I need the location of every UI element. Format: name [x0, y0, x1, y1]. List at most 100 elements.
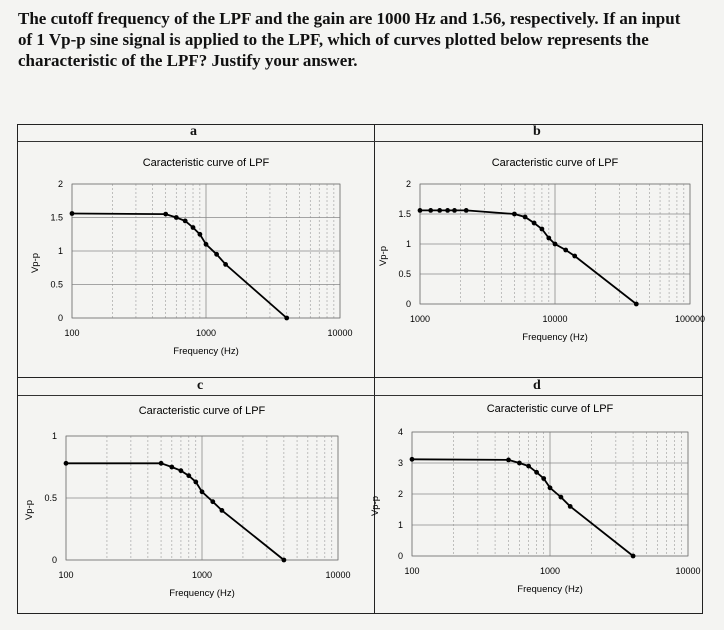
data-point	[541, 476, 547, 481]
x-tick-label: 1000	[196, 328, 216, 338]
data-point	[531, 220, 537, 226]
y-axis-label: Vp-p	[370, 496, 381, 516]
chart-c: Caracteristic curve of LPF 0 0.5 1 100 1000 10…	[24, 405, 351, 599]
y-tick-label: 2	[58, 179, 63, 189]
data-point	[223, 262, 229, 267]
x-tick-label: 10000	[675, 566, 700, 576]
data-point	[428, 208, 434, 213]
y-axis-label: Vp-p	[24, 500, 35, 520]
chart-a: Caracteristic curve of LPF 0 0.5 1 1.5 2 100 10…	[30, 157, 353, 357]
data-point	[517, 460, 522, 466]
x-tick-label: 1000	[410, 314, 430, 324]
data-point	[281, 557, 287, 563]
x-tick-label: 100	[404, 566, 419, 576]
data-point	[190, 225, 196, 230]
x-axis-label: Frequency (Hz)	[517, 584, 582, 595]
x-axis-label: Frequency (Hz)	[173, 346, 238, 357]
series-line	[71, 212, 288, 319]
plot-frame	[411, 431, 689, 557]
x-tick-label: 10000	[325, 570, 350, 580]
chart-title: Caracteristic curve of LPF	[143, 157, 270, 169]
chart-d: Caracteristic curve of LPF 0 1 2 3 4 100 1000 10…	[370, 403, 701, 595]
series-line	[411, 458, 634, 557]
data-point	[563, 247, 569, 253]
plot-frame	[71, 183, 341, 319]
y-tick-label: 0.5	[44, 493, 57, 503]
y-tick-label: 1.5	[398, 209, 411, 219]
panel-label-c: c	[197, 378, 204, 393]
data-point	[522, 214, 528, 220]
y-tick-label: 2	[406, 179, 411, 189]
question-line-2: of 1 Vp-p sine signal is applied to the …	[18, 30, 649, 49]
data-point	[203, 241, 209, 247]
data-point	[178, 468, 184, 474]
data-point	[546, 235, 552, 241]
x-tick-label: 100	[58, 570, 73, 580]
table-divider-middle	[18, 377, 702, 378]
y-tick-label: 0	[52, 555, 57, 565]
data-point	[567, 504, 573, 509]
question-line-1: The cutoff frequency of the LPF and the …	[18, 9, 681, 28]
x-axis-label: Frequency (Hz)	[522, 332, 587, 343]
series-line	[66, 462, 285, 561]
data-point	[463, 208, 469, 213]
data-point	[526, 463, 531, 469]
data-point	[437, 208, 443, 213]
y-tick-label: 1.5	[50, 213, 63, 223]
y-tick-label: 0	[406, 299, 411, 309]
y-tick-label: 0	[398, 551, 403, 561]
charts-table: a b c d	[17, 124, 703, 614]
series-line	[420, 209, 637, 305]
x-tick-label: 1000	[192, 570, 212, 580]
y-axis-label: Vp-p	[30, 253, 41, 273]
y-axis-label: Vp-p	[378, 246, 389, 266]
x-tick-label: 100	[64, 328, 79, 338]
question-text: The cutoff frequency of the LPF and the …	[18, 8, 708, 71]
data-point	[163, 211, 169, 217]
x-tick-label: 100000	[675, 314, 705, 324]
plot-frame	[419, 183, 691, 305]
data-point	[173, 215, 179, 220]
chart-title: Caracteristic curve of LPF	[487, 403, 614, 415]
data-point	[182, 218, 188, 224]
y-tick-label: 1	[58, 246, 63, 256]
table-divider-vertical	[374, 125, 375, 613]
chart-b: Caracteristic curve of LPF 0 0.5 1 1.5 2 1000 1…	[378, 157, 705, 343]
data-point	[512, 211, 517, 217]
data-point	[572, 253, 578, 259]
y-tick-label: 1	[406, 239, 411, 249]
plot-frame	[65, 435, 339, 561]
data-point	[547, 485, 553, 491]
y-tick-label: 0.5	[50, 280, 63, 290]
data-point	[186, 473, 192, 479]
data-point	[630, 553, 636, 559]
data-point	[534, 469, 539, 475]
data-point	[506, 457, 511, 463]
data-point	[284, 315, 290, 321]
data-point	[158, 460, 164, 466]
x-axis-label: Frequency (Hz)	[169, 588, 234, 599]
data-point	[63, 460, 69, 466]
question-line-3: characteristic of the LPF? Justify your …	[18, 51, 358, 70]
data-point	[197, 231, 203, 237]
data-point	[633, 301, 639, 307]
table-divider-top	[18, 141, 702, 142]
y-tick-label: 0	[58, 313, 63, 323]
data-point	[409, 456, 415, 462]
panel-label-d: d	[533, 378, 541, 393]
chart-title: Caracteristic curve of LPF	[492, 157, 619, 169]
data-point	[552, 241, 558, 247]
x-tick-label: 10000	[542, 314, 567, 324]
y-tick-label: 4	[398, 427, 403, 437]
y-tick-label: 1	[52, 431, 57, 441]
y-tick-label: 2	[398, 489, 403, 499]
chart-title: Caracteristic curve of LPF	[139, 405, 266, 417]
data-point	[210, 499, 216, 505]
data-point	[199, 489, 205, 495]
data-point	[69, 211, 75, 216]
panel-label-a: a	[190, 124, 197, 139]
data-point	[214, 251, 220, 257]
table-divider-middle-2	[18, 395, 702, 396]
data-point	[193, 479, 199, 485]
data-point	[219, 508, 225, 513]
